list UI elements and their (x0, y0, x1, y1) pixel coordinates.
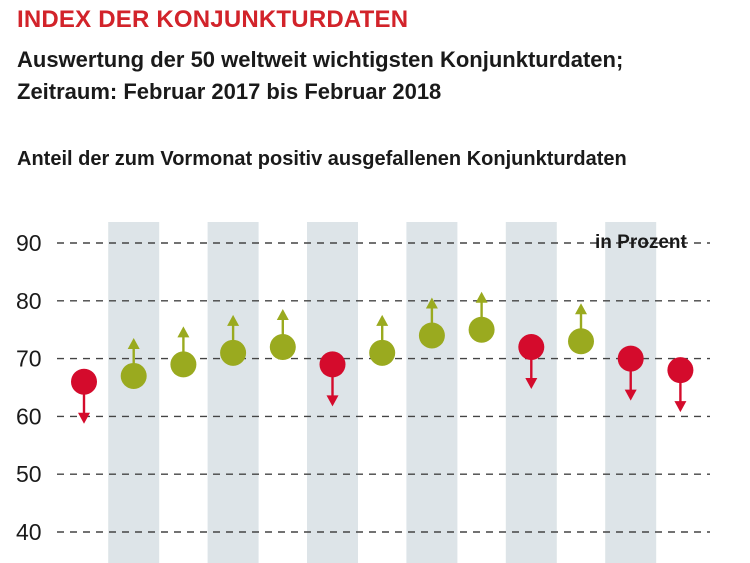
arrow-up-icon (575, 303, 587, 315)
data-point (568, 303, 594, 355)
subtitle-line-2: Zeitraum: Februar 2017 bis Februar 2018 (17, 79, 442, 104)
point-up-marker (220, 339, 247, 366)
column-bands (108, 222, 657, 563)
arrow-up-icon (177, 326, 190, 338)
y-tick-label: 50 (16, 461, 42, 487)
data-point (269, 309, 296, 361)
column-band (406, 222, 458, 563)
data-point (319, 351, 346, 407)
unit-label: in Prozent (595, 232, 687, 253)
data-point (418, 297, 445, 349)
data-point (71, 368, 97, 424)
point-up-marker (120, 362, 147, 389)
y-tick-label: 90 (16, 230, 42, 256)
point-up-marker (568, 328, 594, 355)
chart-subtitle: Auswertung der 50 weltweit wichtigsten K… (17, 44, 623, 108)
arrow-down-icon (78, 412, 90, 424)
data-point (120, 337, 147, 389)
point-up-marker (269, 334, 296, 361)
point-up-marker (170, 351, 197, 378)
arrow-up-icon (376, 314, 389, 326)
data-point (518, 334, 545, 390)
point-up-marker (369, 339, 396, 366)
data-point (220, 314, 247, 366)
point-down-marker (319, 351, 346, 378)
data-point (617, 345, 644, 401)
arrow-down-icon (525, 378, 538, 390)
arrow-up-icon (227, 314, 240, 326)
y-tick-label: 80 (16, 288, 42, 314)
arrow-down-icon (624, 389, 637, 401)
chart-title: INDEX DER KONJUNKTURDATEN (17, 6, 409, 33)
point-up-marker (468, 316, 495, 343)
point-down-marker (667, 357, 694, 384)
data-point (369, 314, 396, 366)
arrow-up-icon (475, 291, 488, 303)
point-down-marker (518, 334, 545, 361)
subtitle-line-1: Auswertung der 50 weltweit wichtigsten K… (17, 47, 624, 72)
arrow-up-icon (127, 337, 140, 349)
gridlines (57, 242, 710, 533)
arrow-up-icon (276, 309, 289, 321)
data-point (667, 357, 694, 413)
arrow-down-icon (326, 395, 339, 407)
point-down-marker (71, 368, 97, 395)
data-point (468, 291, 495, 343)
chart-heading: Anteil der zum Vormonat positiv ausgefal… (17, 148, 627, 170)
column-band (108, 222, 160, 563)
y-tick-label: 40 (16, 519, 42, 545)
y-axis-tick-labels: 40 50 60 70 80 90 (16, 230, 42, 545)
y-tick-label: 70 (16, 346, 42, 372)
column-band (505, 222, 557, 563)
data-points (71, 291, 694, 424)
point-up-marker (418, 322, 445, 349)
arrow-up-icon (425, 297, 438, 309)
column-band (207, 222, 259, 563)
y-tick-label: 60 (16, 403, 42, 429)
point-down-marker (617, 345, 644, 372)
data-point (170, 326, 197, 378)
arrow-down-icon (674, 401, 687, 413)
